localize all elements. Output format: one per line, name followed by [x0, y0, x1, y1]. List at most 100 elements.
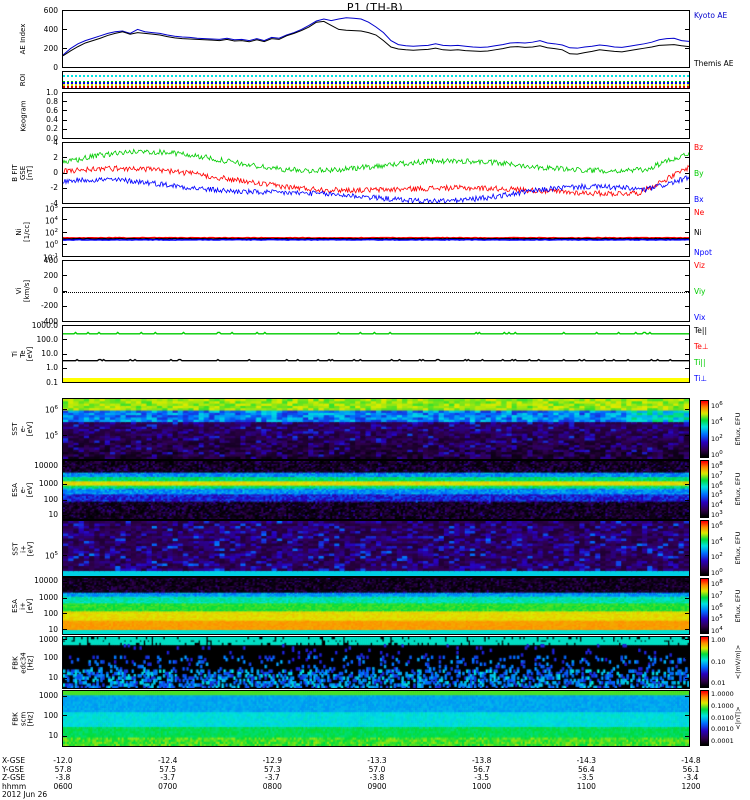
tick-mark — [685, 325, 690, 326]
axis-tick-value: -3.5 — [579, 773, 594, 782]
axis-tick-value: -3.7 — [160, 773, 175, 782]
y-tick: 105 — [44, 431, 58, 441]
tick-mark — [62, 157, 67, 159]
y-tick: 0.0 — [46, 133, 58, 143]
tick-mark — [62, 207, 67, 208]
panel-ti — [62, 325, 690, 383]
y-axis-label-ae: AE Index — [19, 23, 27, 55]
spectrogram-canvas — [63, 461, 689, 519]
tick-mark — [685, 629, 690, 631]
legend-label-ne: Ne — [694, 208, 705, 217]
panel-keogram — [62, 92, 690, 139]
legend-label-viy: Viy — [694, 287, 706, 296]
trace-svg — [63, 143, 689, 203]
legend-label-kyoto-ae: Kyoto AE — [694, 11, 728, 20]
tick-mark — [62, 110, 67, 112]
axis-tick-value: 57.0 — [368, 764, 386, 774]
tick-mark — [62, 483, 67, 485]
tick-mark — [62, 367, 67, 369]
colorbar-title: Eflux, EFU — [734, 412, 742, 446]
tick-mark — [62, 142, 67, 143]
tick-mark — [685, 715, 690, 717]
axis-tick-value: 0700 — [158, 781, 178, 791]
axis-tick-value: -13.3 — [367, 756, 387, 765]
tick-mark — [685, 483, 690, 485]
tick-mark — [685, 339, 690, 341]
tick-mark — [62, 128, 67, 130]
legend-label-ti-: Ti|| — [694, 358, 706, 367]
axis-tick-value: 1200 — [681, 781, 701, 791]
tick-mark — [685, 256, 690, 257]
panel-esa-i — [62, 577, 690, 635]
axis-tick-value: 1100 — [576, 781, 596, 791]
legend-label-ti-: Ti⊥ — [694, 374, 707, 383]
panel-fbk-scm — [62, 690, 690, 747]
tick-mark — [685, 172, 690, 174]
tick-mark — [685, 321, 690, 322]
axis-tick-value: -3.7 — [265, 773, 280, 782]
tick-mark — [685, 110, 690, 112]
colorbar-tick: 104 — [711, 500, 723, 510]
y-tick: 400 — [43, 24, 58, 34]
y-tick: -400 — [40, 316, 58, 326]
spectrogram-canvas — [63, 578, 689, 634]
panel-fbk-edc34 — [62, 636, 690, 689]
tick-mark — [62, 243, 67, 245]
colorbar-tick: 106 — [711, 521, 723, 531]
y-tick: 100 — [43, 495, 58, 505]
tick-mark — [685, 67, 690, 68]
colorbar-tick: 1.00 — [711, 636, 726, 644]
panel-roi — [62, 71, 690, 89]
tick-mark — [685, 639, 690, 641]
trace-svg — [63, 11, 689, 67]
axis-tick-value: 57.5 — [159, 764, 176, 774]
tick-mark — [685, 142, 690, 143]
y-tick: 200 — [43, 270, 58, 280]
tick-mark — [685, 101, 690, 103]
axis-tick-value: 57.3 — [263, 764, 281, 774]
tick-mark — [685, 580, 690, 582]
colorbar-tick: 0.0100 — [711, 713, 734, 722]
axis-row-label-x-gse: X-GSE — [2, 756, 26, 765]
tick-mark — [685, 10, 690, 11]
cb-esa-e — [700, 460, 709, 518]
colorbar-tick: 105 — [711, 490, 723, 500]
tick-mark — [685, 735, 690, 737]
y-tick: 1.0 — [46, 87, 58, 97]
tick-mark — [62, 408, 67, 410]
tick-mark — [62, 695, 67, 697]
tick-mark — [62, 29, 67, 30]
cb-esa-i — [700, 578, 709, 634]
axis-tick-value: -3.8 — [55, 773, 71, 782]
tick-mark — [685, 29, 690, 30]
colorbar-tick: 0.0001 — [711, 737, 734, 745]
tick-mark — [62, 434, 67, 436]
tick-mark — [62, 715, 67, 717]
y-tick: 10-1 — [42, 252, 58, 262]
tick-mark — [685, 138, 690, 139]
legend-label-vix: Vix — [694, 313, 706, 322]
y-tick: 1000 — [38, 634, 58, 644]
colorbar-tick: 108 — [711, 461, 723, 471]
tick-mark — [685, 203, 690, 204]
tick-mark — [62, 256, 67, 257]
tick-mark — [62, 101, 67, 103]
y-tick: -4 — [50, 198, 58, 208]
axis-tick-value: 1000 — [472, 781, 492, 791]
axis-tick-value: 56.4 — [577, 764, 595, 774]
y-tick: 0 — [53, 168, 58, 177]
legend-label-bz: Bz — [694, 143, 704, 152]
tick-mark — [62, 735, 67, 737]
tick-mark — [62, 92, 67, 93]
tick-mark — [685, 514, 690, 516]
axis-tick-value: 56.1 — [682, 764, 700, 774]
tick-mark — [62, 321, 67, 322]
tick-mark — [62, 514, 67, 516]
tick-mark — [685, 677, 690, 679]
y-tick: 0.8 — [46, 96, 58, 106]
y-tick: 100 — [43, 710, 58, 720]
tick-mark — [62, 119, 67, 121]
colorbar-tick: 108 — [711, 579, 723, 589]
legend-label-ni: Ni — [694, 228, 702, 237]
